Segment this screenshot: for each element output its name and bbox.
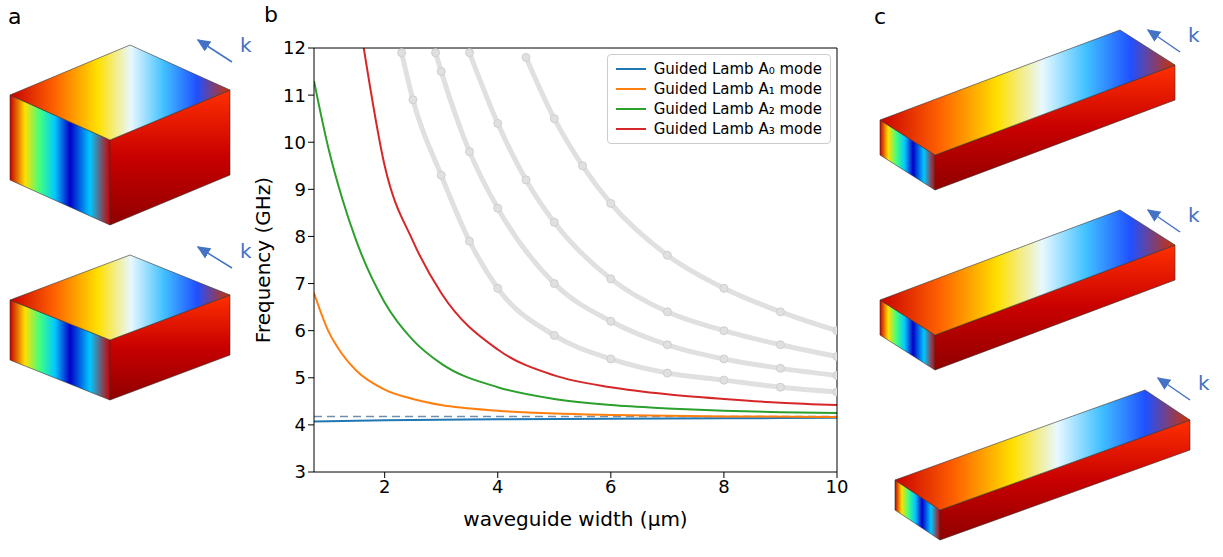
svg-text:9: 9 [295, 179, 306, 200]
html-text:Guided Lamb A₂ mode: Guided Lamb A₂ mode [653, 100, 822, 118]
svg-text:k: k [240, 239, 252, 263]
svg-text:5: 5 [295, 367, 306, 388]
svg-text:8: 8 [295, 226, 306, 247]
svg-text:7: 7 [295, 273, 306, 294]
svg-text:4: 4 [295, 414, 306, 435]
svg-text:k: k [1188, 23, 1200, 47]
svg-text:4: 4 [492, 476, 503, 497]
svg-text:waveguide width (μm): waveguide width (μm) [463, 507, 687, 531]
svg-text:b: b [264, 2, 278, 27]
svg-text:11: 11 [283, 85, 306, 106]
html-text:Guided Lamb A₃ mode: Guided Lamb A₃ mode [653, 120, 822, 138]
html-text:Guided Lamb A₁ mode: Guided Lamb A₁ mode [653, 80, 822, 98]
svg-text:8: 8 [718, 476, 729, 497]
svg-text:12: 12 [283, 37, 306, 58]
svg-text:k: k [1188, 203, 1200, 227]
svg-text:3: 3 [295, 461, 306, 482]
svg-text:a: a [8, 4, 21, 29]
svg-text:Frequency (GHz): Frequency (GHz) [251, 177, 275, 343]
svg-text:6: 6 [295, 320, 306, 341]
svg-text:2: 2 [379, 476, 390, 497]
svg-text:10: 10 [283, 132, 306, 153]
html-text:Guided Lamb A₀ mode: Guided Lamb A₀ mode [653, 60, 822, 78]
svg-text:10: 10 [826, 476, 849, 497]
svg-text:6: 6 [605, 476, 616, 497]
svg-text:k: k [1198, 371, 1210, 395]
svg-text:k: k [240, 33, 252, 57]
svg-text:c: c [874, 4, 886, 29]
